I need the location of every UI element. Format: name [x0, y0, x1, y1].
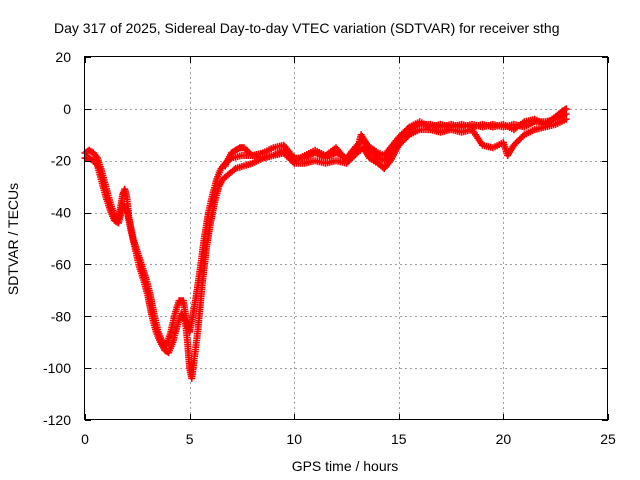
data-point: [352, 148, 359, 156]
y-tick-label: -20: [51, 153, 71, 169]
chart-title: Day 317 of 2025, Sidereal Day-to-day VTE…: [54, 20, 560, 36]
x-axis-label: GPS time / hours: [292, 458, 399, 474]
data-point: [519, 132, 527, 140]
y-tick-label: -80: [51, 308, 71, 324]
axis-ticks: [85, 57, 609, 421]
x-tick-label: 25: [600, 431, 616, 447]
plot-frame: [84, 56, 608, 420]
y-tick-label: -40: [51, 205, 71, 221]
y-tick-labels: -120 -100 -80 -60 -40 -20 0 20: [43, 49, 71, 428]
x-tick-label: 5: [186, 431, 194, 447]
x-tick-label: 10: [286, 431, 302, 447]
y-tick-label: 0: [63, 101, 71, 117]
y-axis-label: SDTVAR / TECUs: [5, 183, 21, 295]
data-series: [81, 115, 570, 382]
x-tick-labels: 0 5 10 15 20 25: [81, 431, 616, 447]
y-tick-label: -60: [51, 256, 71, 272]
x-tick-label: 15: [391, 431, 407, 447]
grid-lines: [85, 57, 608, 420]
data-point: [404, 132, 412, 140]
y-tick-label: -120: [43, 412, 71, 428]
data-point: [230, 166, 238, 174]
x-tick-label: 0: [81, 431, 89, 447]
data-point: [562, 115, 570, 123]
y-tick-label: 20: [55, 49, 71, 65]
data-points: [81, 105, 570, 382]
data-point: [404, 125, 412, 132]
y-tick-label: -100: [43, 360, 71, 376]
data-series: [221, 105, 570, 170]
data-point: [562, 105, 570, 113]
x-tick-label: 20: [496, 431, 512, 447]
